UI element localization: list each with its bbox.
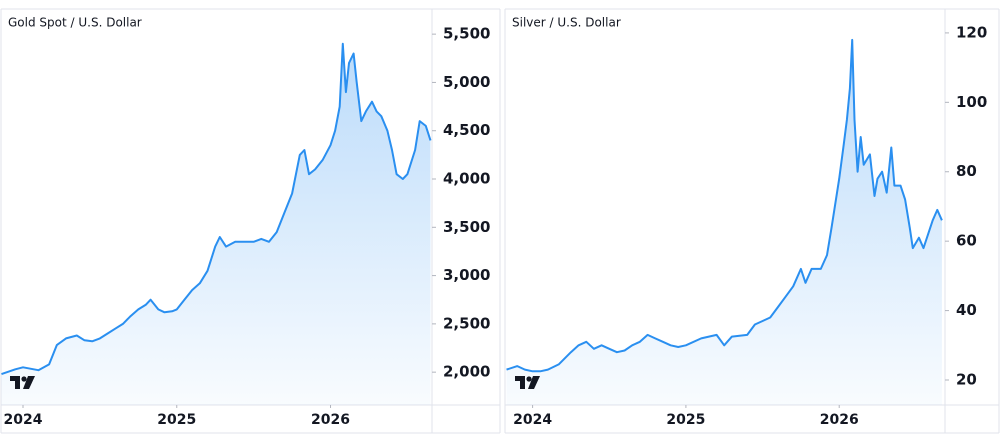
logo	[515, 376, 540, 389]
area-fill	[506, 39, 942, 406]
logo	[10, 376, 35, 389]
y-tick-label: 60	[956, 232, 977, 250]
y-tick-label: 3,500	[443, 218, 490, 236]
x-tick-label: 2024	[4, 412, 43, 428]
x-tick-label: 2024	[513, 412, 552, 428]
y-tick-label: 4,000	[443, 170, 490, 188]
y-tick-label: 2,500	[443, 314, 490, 332]
area-fill	[1, 43, 431, 406]
y-tick-label: 120	[956, 23, 987, 41]
y-tick-label: 2,000	[443, 363, 490, 381]
y-tick-label: 40	[956, 301, 977, 319]
price-line	[506, 38, 943, 373]
y-tick-label: 100	[956, 93, 987, 111]
y-tick-label: 80	[956, 162, 977, 180]
chart-title: Gold Spot / U.S. Dollar	[8, 16, 142, 30]
y-tick-label: 4,500	[443, 121, 490, 139]
y-tick-label: 5,000	[443, 73, 490, 91]
y-tick-label: 3,000	[443, 266, 490, 284]
x-tick-label: 2026	[820, 412, 859, 428]
x-tick-label: 2025	[666, 412, 705, 428]
x-tick-label: 2026	[311, 412, 350, 428]
y-tick-label: 5,500	[443, 25, 490, 43]
y-tick-label: 20	[956, 371, 977, 389]
price-line	[1, 42, 432, 376]
chart-title: Silver / U.S. Dollar	[512, 16, 621, 30]
x-tick-label: 2025	[157, 412, 196, 428]
